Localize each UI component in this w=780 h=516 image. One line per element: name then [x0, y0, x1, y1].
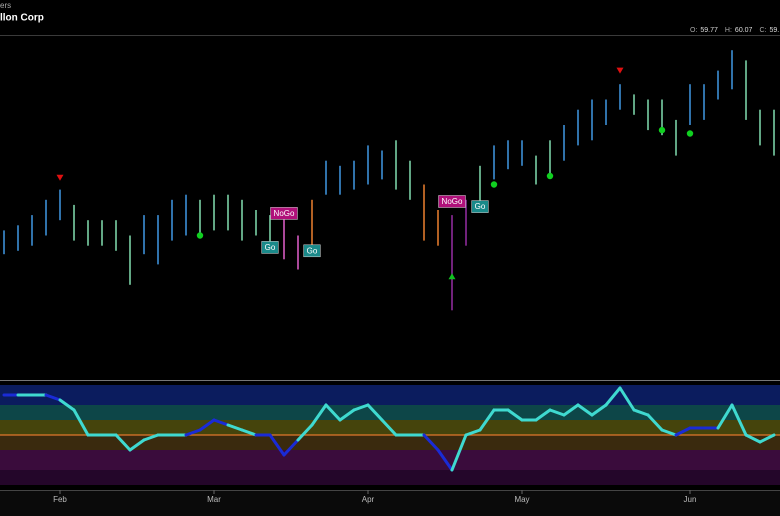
oscillator-line: [758, 433, 776, 444]
oscillator-line: [226, 423, 244, 432]
oscillator-line: [730, 403, 748, 437]
oscillator-line: [142, 433, 160, 442]
ohlc-label: H:: [725, 27, 732, 34]
chart-subtitle: ers: [0, 1, 11, 10]
oscillator-line: [548, 408, 566, 417]
oscillator-line: [240, 428, 258, 437]
oscillator-line: [744, 433, 762, 444]
signal-dot: [546, 172, 554, 180]
x-tick-label: Apr: [362, 495, 375, 504]
oscillator-band: [0, 450, 780, 470]
oscillator-line: [268, 433, 286, 457]
oscillator-line: [716, 403, 734, 430]
ohlc-value: 59.: [769, 27, 779, 34]
x-tick-label: Mar: [207, 495, 221, 504]
oscillator-line: [72, 408, 90, 437]
signal-triangle-down: [616, 67, 624, 74]
oscillator-line: [380, 418, 398, 437]
x-tick-label: May: [514, 495, 529, 504]
oscillator-line: [562, 403, 580, 417]
oscillator-line: [422, 433, 440, 452]
annotation-label: Go: [475, 202, 486, 211]
oscillator-line: [674, 426, 692, 437]
ohlc-header: O: 59.77 H: 60.07 C: 59.: [690, 27, 779, 34]
oscillator-line: [324, 403, 342, 422]
oscillator-line: [604, 386, 622, 407]
price-panel: Go NoGo Go NoGo Go: [3, 50, 775, 311]
ohlc-label: C:: [759, 27, 766, 34]
oscillator-panel: [0, 385, 780, 485]
oscillator-line: [44, 393, 62, 402]
oscillator-line: [450, 433, 468, 472]
oscillator-line: [212, 418, 230, 427]
oscillator-line: [58, 398, 76, 412]
annotation-box: [438, 195, 466, 208]
oscillator-line: [576, 403, 594, 417]
oscillator-line: [436, 448, 454, 472]
oscillator-band: [0, 470, 780, 485]
x-tick-label: Jun: [684, 495, 697, 504]
chart-title: llon Corp: [0, 13, 44, 24]
signal-dot: [658, 126, 666, 134]
annotation-box: [261, 241, 279, 254]
oscillator-line: [506, 408, 524, 422]
x-tick-label: Feb: [53, 495, 67, 504]
oscillator-band: [0, 405, 780, 420]
oscillator-line: [352, 403, 370, 412]
x-axis: [0, 490, 780, 516]
oscillator-line: [198, 418, 216, 432]
annotation-box: [303, 244, 321, 258]
ohlc-label: O:: [690, 27, 697, 34]
signal-dot: [490, 181, 498, 188]
oscillator-band: [0, 385, 780, 405]
annotation-box: [270, 207, 298, 220]
oscillator-line: [632, 408, 650, 417]
signal-dot: [686, 130, 694, 137]
oscillator-line: [282, 438, 300, 457]
oscillator-line: [366, 403, 384, 422]
annotation-label: Go: [307, 246, 318, 255]
signal-triangle-down: [56, 174, 64, 181]
oscillator-line: [114, 433, 132, 452]
oscillator-line: [310, 403, 328, 427]
annotation-label: NoGo: [442, 197, 463, 206]
signal-dot: [196, 232, 204, 239]
oscillator-band: [0, 435, 780, 450]
oscillator-line: [184, 428, 202, 437]
annotation-label: NoGo: [274, 209, 295, 218]
ohlc-value: 60.07: [735, 27, 753, 34]
oscillator-line: [660, 428, 678, 437]
oscillator-line: [618, 386, 636, 412]
ohlc-value: 59.77: [700, 27, 718, 34]
annotation-box: [471, 200, 489, 213]
oscillator-line: [534, 408, 552, 422]
oscillator-line: [646, 413, 664, 432]
oscillator-line: [478, 408, 496, 432]
oscillator-line: [128, 438, 146, 452]
oscillator-line: [590, 403, 608, 417]
oscillator-line: [338, 408, 356, 422]
oscillator-line: [464, 428, 482, 437]
oscillator-line: [296, 423, 314, 442]
signal-triangle-up: [448, 273, 456, 280]
annotation-label: Go: [265, 243, 276, 252]
